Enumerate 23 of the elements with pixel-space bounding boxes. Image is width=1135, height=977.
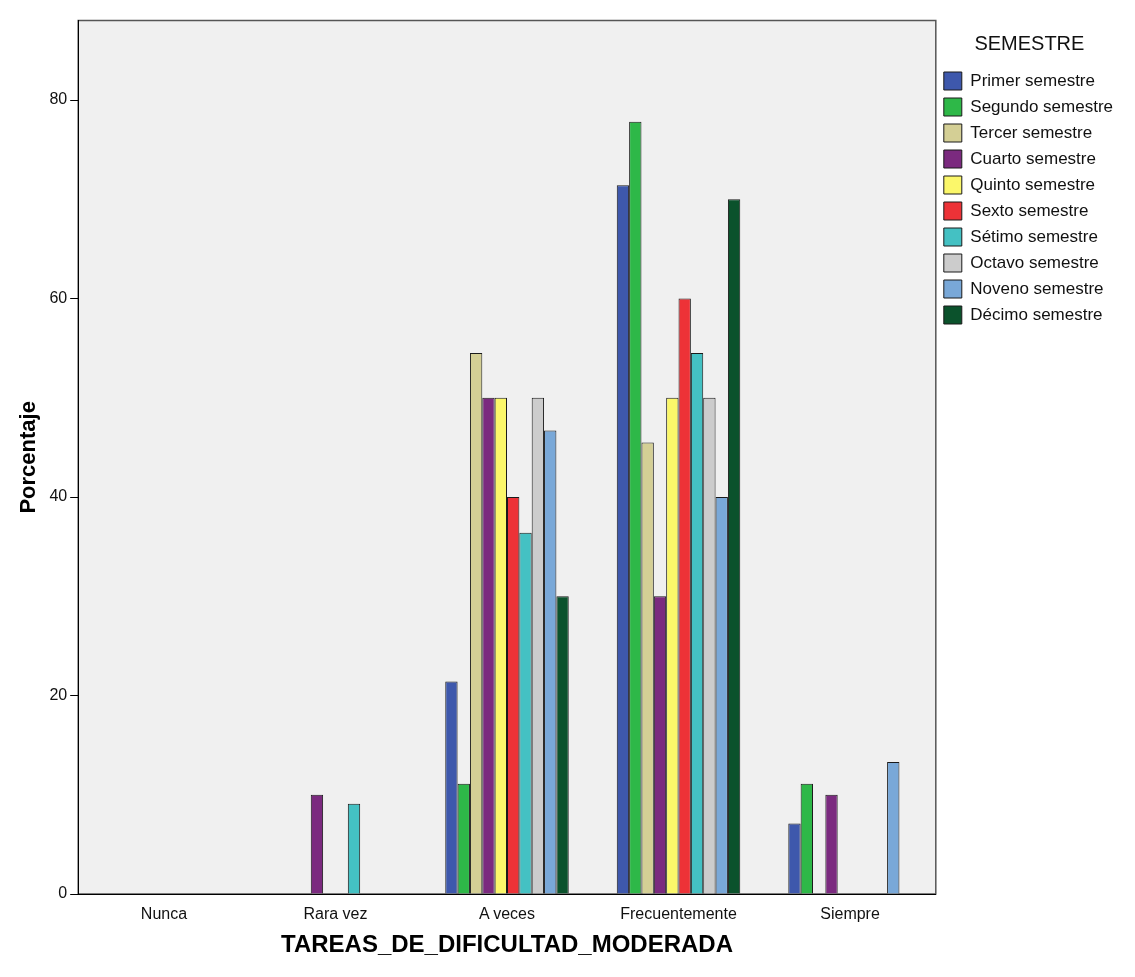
x-tick-label: Rara vez: [303, 905, 368, 923]
legend-label: Primer semestre: [970, 70, 1095, 90]
legend-label: Octavo semestre: [970, 252, 1099, 272]
x-tick-label: Nunca: [140, 905, 188, 923]
y-axis-title: Porcentaje: [15, 401, 41, 514]
y-tick-label: 40: [49, 487, 68, 505]
legend-label: Sexto semestre: [970, 200, 1089, 220]
y-tick-label: 20: [49, 685, 68, 703]
legend-label: Décimo semestre: [970, 304, 1103, 324]
legend-label: Cuarto semestre: [970, 148, 1096, 168]
y-tick-label: 60: [49, 288, 68, 306]
legend-label: Quinto semestre: [970, 174, 1096, 194]
x-tick-label: Siempre: [820, 905, 880, 923]
legend-label: Tercer semestre: [970, 122, 1093, 142]
y-tick-label: 0: [58, 884, 68, 902]
legend-label: Sétimo semestre: [970, 226, 1098, 246]
x-tick-label: Frecuentemente: [620, 905, 737, 923]
legend-label: Noveno semestre: [970, 278, 1104, 298]
x-tick-label: A veces: [478, 905, 536, 923]
x-axis-title: TAREAS_DE_DIFICULTAD_MODERADA: [280, 930, 734, 958]
legend-label: Segundo semestre: [970, 96, 1113, 116]
y-tick-label: 80: [49, 90, 68, 108]
legend-title: SEMESTRE: [974, 31, 1085, 54]
